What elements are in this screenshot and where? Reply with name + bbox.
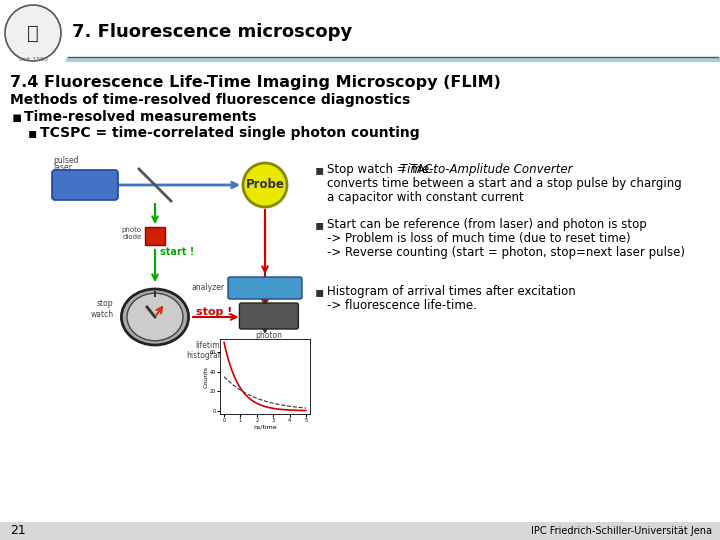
FancyBboxPatch shape (239, 303, 298, 329)
Text: stop
watch: stop watch (91, 299, 114, 319)
Text: pulsed: pulsed (53, 156, 78, 165)
Text: ▪: ▪ (28, 126, 37, 140)
Text: -> fluorescence life-time.: -> fluorescence life-time. (327, 299, 477, 312)
Text: -> Problem is loss of much time (due to reset time): -> Problem is loss of much time (due to … (327, 232, 631, 245)
Text: laser: laser (53, 163, 72, 172)
Text: Time-resolved measurements: Time-resolved measurements (24, 110, 256, 124)
Text: photon
counter: photon counter (253, 331, 283, 350)
Text: ▪: ▪ (315, 285, 325, 299)
Text: TCSPC = time-correlated single photon counting: TCSPC = time-correlated single photon co… (40, 126, 420, 140)
Text: Stop watch = TAC:: Stop watch = TAC: (327, 163, 441, 176)
Text: IPC Friedrich-Schiller-Universität Jena: IPC Friedrich-Schiller-Universität Jena (531, 526, 712, 536)
Text: photo
diode: photo diode (122, 227, 142, 240)
Text: a capacitor with constant current: a capacitor with constant current (327, 191, 523, 204)
Text: Probe: Probe (246, 179, 284, 192)
X-axis label: ns/time: ns/time (253, 424, 276, 429)
Bar (145, 227, 165, 245)
Text: -> Reverse counting (start = photon, stop=next laser pulse): -> Reverse counting (start = photon, sto… (327, 246, 685, 259)
Text: 7.4 Fluorescence Life-Time Imaging Microscopy (FLIM): 7.4 Fluorescence Life-Time Imaging Micro… (10, 75, 501, 90)
Text: seit 1558: seit 1558 (19, 57, 48, 62)
Text: ▪: ▪ (315, 218, 325, 232)
Ellipse shape (127, 293, 183, 341)
Y-axis label: Counts: Counts (203, 366, 208, 388)
Text: converts time between a start and a stop pulse by charging: converts time between a start and a stop… (327, 177, 682, 190)
Text: Time-to-Amplitude Converter: Time-to-Amplitude Converter (400, 163, 572, 176)
Text: 21: 21 (10, 524, 26, 537)
Text: Methods of time-resolved fluorescence diagnostics: Methods of time-resolved fluorescence di… (10, 93, 410, 107)
Text: Histogram of arrival times after excitation: Histogram of arrival times after excitat… (327, 285, 576, 298)
Bar (0, 522, 720, 540)
FancyBboxPatch shape (228, 277, 302, 299)
FancyBboxPatch shape (52, 170, 118, 200)
Text: Start can be reference (from laser) and photon is stop: Start can be reference (from laser) and … (327, 218, 647, 231)
Text: 🦅: 🦅 (27, 24, 39, 43)
Text: ▪: ▪ (12, 110, 22, 125)
Text: 7. Fluorescence microscopy: 7. Fluorescence microscopy (72, 23, 352, 41)
Ellipse shape (122, 289, 189, 345)
Text: stop !: stop ! (197, 307, 233, 317)
Text: analyzer: analyzer (192, 284, 225, 293)
Text: lifetime
histogram: lifetime histogram (186, 341, 225, 360)
Circle shape (5, 5, 61, 61)
Circle shape (243, 163, 287, 207)
Text: ▪: ▪ (315, 163, 325, 177)
Text: start !: start ! (160, 247, 194, 257)
